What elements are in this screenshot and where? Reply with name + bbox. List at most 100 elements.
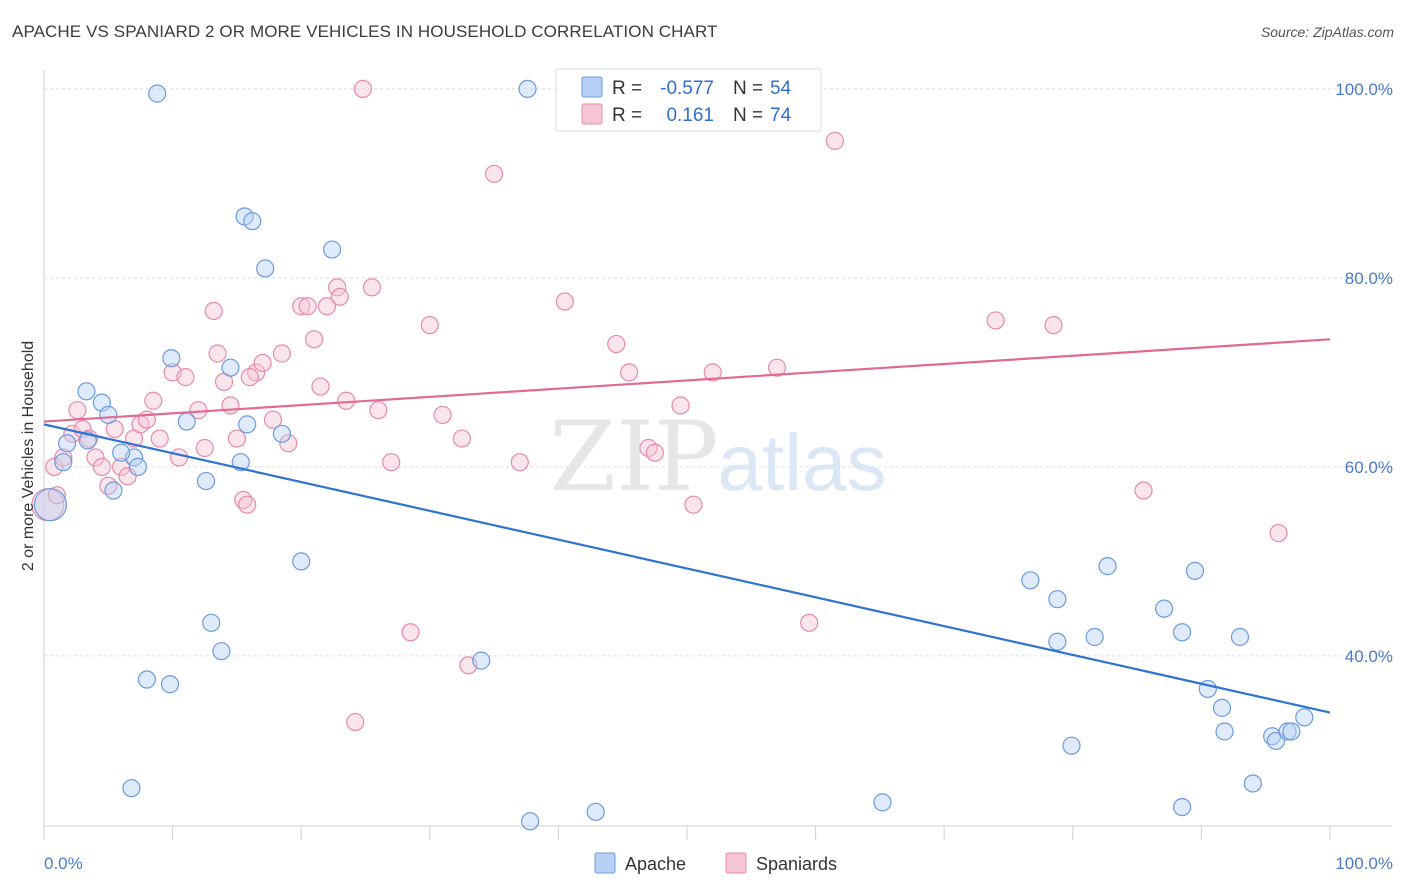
apache-point [99, 405, 118, 425]
spaniards-point [304, 330, 324, 349]
spaniards-point [684, 495, 703, 514]
apache-point [322, 240, 342, 259]
apache-point [1215, 722, 1234, 741]
spaniards-point [144, 391, 163, 410]
apache-point [1098, 557, 1117, 576]
legend-apache-r-value: -0.577 [660, 78, 714, 99]
apache-point [873, 793, 892, 812]
x-tick-labels: 0.0% 100.0% [44, 854, 1393, 873]
apache-point [1155, 599, 1174, 618]
series-legend: Apache Spaniards [594, 852, 837, 874]
spaniards-point [47, 486, 66, 505]
spaniards-point [195, 438, 214, 458]
spaniards-point [671, 396, 690, 415]
apache-point [1295, 708, 1314, 727]
legend-spaniards-r-label: R = [612, 105, 642, 126]
apache-point [1085, 627, 1104, 647]
spaniards-point [263, 410, 283, 429]
spaniards-point [272, 344, 292, 363]
spaniards-point [292, 297, 311, 316]
y-tick-label-1: 60.0% [1345, 458, 1393, 477]
spaniards-point [238, 495, 257, 514]
apache-point [148, 84, 167, 103]
spaniards-point [317, 297, 337, 316]
spaniards-point [279, 434, 298, 453]
apache-point [1173, 797, 1192, 817]
spaniards-point [986, 311, 1005, 330]
x-tick-label-0: 0.0% [44, 854, 83, 873]
spaniards-point [346, 712, 365, 732]
apache-point [518, 79, 537, 99]
apache-point [472, 651, 491, 670]
spaniards-point [362, 278, 382, 297]
legend-apache-n-value: 54 [770, 78, 792, 99]
spaniards-point [227, 429, 246, 448]
spaniards-point [382, 453, 401, 472]
apache-point [122, 779, 141, 798]
apache-point [54, 453, 73, 472]
apache-point [77, 382, 96, 401]
y-tick-label-3: 100.0% [1335, 80, 1393, 99]
apache-point [243, 212, 262, 231]
spaniards-point [92, 457, 111, 476]
apache-point [160, 675, 180, 694]
apache-point [128, 457, 147, 476]
apache-point [202, 613, 221, 632]
spaniards-point [420, 316, 439, 335]
chart-title: APACHE VS SPANIARD 2 OR MORE VEHICLES IN… [12, 22, 718, 41]
apache-point [586, 802, 605, 821]
spaniards-point [221, 396, 240, 415]
apache-point [1212, 698, 1232, 717]
correlation-legend: R = -0.577 N = 54 R = 0.161 N = 74 [555, 68, 822, 132]
spaniards-point [86, 448, 105, 467]
gridlines [44, 88, 1392, 657]
legend-spaniards-n-value: 74 [770, 105, 792, 126]
apache-point [137, 670, 156, 689]
y-tick-label-0: 40.0% [1345, 647, 1393, 666]
axes [43, 70, 1392, 840]
spaniards-point [703, 363, 722, 382]
apache-point [521, 812, 540, 831]
spaniards-point [298, 297, 317, 316]
apache-point [1278, 722, 1297, 741]
apache-point [1048, 590, 1067, 609]
apache-point [177, 412, 196, 431]
legend-spaniards-swatch [581, 103, 603, 125]
spaniards-point [330, 287, 349, 306]
apache-point [1062, 736, 1081, 755]
apache-point [272, 424, 292, 443]
spaniards-point [169, 448, 189, 467]
bottom-legend-apache-swatch [594, 852, 616, 874]
apache-point [58, 434, 77, 453]
legend-spaniards-n-label: N = [733, 105, 763, 126]
apache-point [33, 488, 68, 522]
apache-point [238, 415, 257, 434]
legend-spaniards-r-value: 0.161 [666, 105, 714, 126]
apache-point [112, 443, 131, 462]
apache-point [1185, 561, 1205, 580]
apache-point [292, 552, 311, 571]
apache-point [162, 349, 181, 368]
watermark-atlas: atlas [718, 418, 887, 507]
apache-point [1048, 632, 1067, 651]
spaniards-point [401, 623, 420, 642]
apache-point [221, 358, 240, 377]
spaniards-trend-line [43, 338, 1331, 423]
bottom-legend-apache-label: Apache [625, 854, 686, 874]
spaniards-point [510, 453, 529, 472]
x-tick-label-1: 100.0% [1335, 854, 1393, 873]
apache-points [33, 79, 1314, 831]
spaniards-point [645, 443, 664, 462]
spaniards-point [607, 334, 626, 354]
apache-point [212, 642, 231, 661]
spaniards-point [240, 368, 259, 387]
watermark: ZIP atlas [549, 401, 886, 513]
y-tick-label-2: 80.0% [1345, 269, 1393, 288]
spaniards-point [68, 401, 87, 420]
apache-trend-line [43, 423, 1331, 714]
spaniards-point [433, 405, 452, 425]
spaniards-point [204, 301, 223, 321]
watermark-zip: ZIP [549, 401, 718, 513]
legend-apache-r-label: R = [612, 78, 642, 99]
